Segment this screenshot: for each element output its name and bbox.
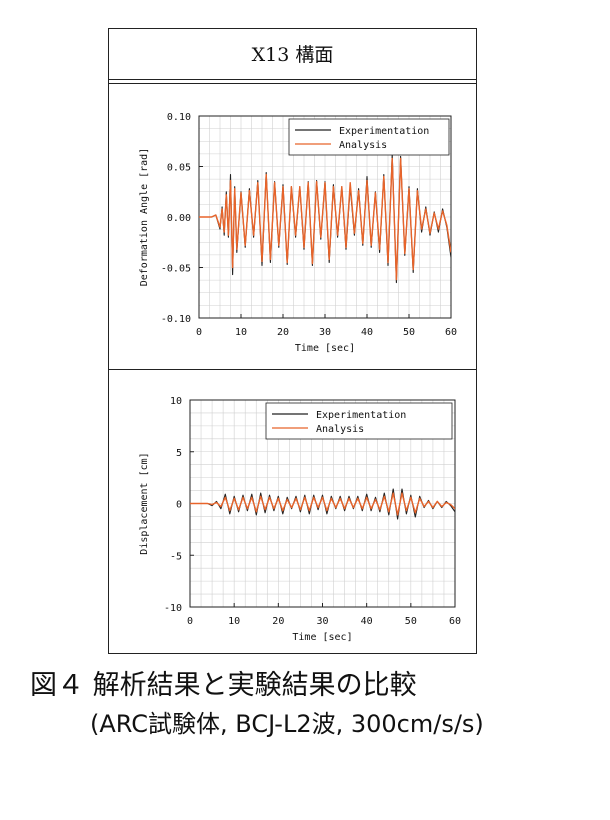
y-tick-label: 0.00 [167, 213, 191, 224]
y-tick-label: 0.05 [167, 163, 191, 174]
y-tick-label: 0 [176, 500, 182, 511]
legend: Experimentation Analysis [265, 402, 453, 440]
y-tick-label: 5 [176, 448, 182, 459]
panel-title: X13 構面 [251, 44, 334, 66]
legend: Experimentation Analysis [288, 118, 450, 156]
y-axis-label: Displacement [cm] [139, 452, 150, 554]
figure-caption: 図４ 解析結果と実験結果の比較 (ARC試験体, BCJ-L2波, 300cm/… [30, 667, 600, 743]
x-tick-label: 0 [187, 616, 193, 627]
x-tick-label: 10 [228, 616, 240, 627]
charts-canvas: 0 10 20 30 40 50 600.100.050.00-0.05-0.10Time … [139, 112, 461, 643]
x-tick-label: 60 [449, 616, 461, 627]
x-tick-label: 40 [361, 327, 373, 338]
x-tick-label: 50 [405, 616, 417, 627]
legend-label: Analysis [339, 140, 387, 151]
title-divider-bottom [109, 83, 476, 84]
caption-line-1: 図４ 解析結果と実験結果の比較 [30, 670, 417, 701]
y-axis-label: Deformation Angle [rad] [139, 148, 150, 286]
x-tick-label: 10 [235, 327, 247, 338]
figure-frame: X13 構面 [108, 28, 477, 654]
x-tick-label: 30 [319, 327, 331, 338]
x-tick-label: 40 [361, 616, 373, 627]
x-tick-label: 50 [403, 327, 415, 338]
chart-1: 0 10 20 30 40 50 60 0.10 0.05 0.00 -0.05 -0.10 Time … [139, 112, 457, 354]
y-tick-label: -0.10 [161, 314, 191, 325]
x-tick-label: 60 [445, 327, 457, 338]
legend-box [288, 118, 450, 156]
x-axis-label: Time [sec] [292, 632, 352, 643]
series-line-analysis [199, 157, 451, 281]
y-tick-label: -10 [164, 603, 182, 614]
x-tick-label: 20 [272, 616, 284, 627]
x-tick-label: 0 [196, 327, 202, 338]
chart-divider [109, 369, 476, 370]
y-tick-label: -5 [170, 551, 182, 562]
title-divider-top [109, 79, 476, 80]
series-line-analysis [190, 492, 455, 516]
y-tick-label: -0.05 [161, 264, 191, 275]
y-tick-label: 10 [170, 396, 182, 407]
y-tick-label: 0.10 [167, 112, 191, 123]
x-axis-label: Time [sec] [295, 343, 355, 354]
legend-label: Analysis [316, 424, 364, 435]
legend-box [265, 402, 453, 440]
x-tick-label: 30 [316, 616, 328, 627]
legend-label: Experimentation [316, 410, 406, 421]
x-tick-label: 20 [277, 327, 289, 338]
legend-label: Experimentation [339, 126, 429, 137]
caption-line-2: (ARC試験体, BCJ-L2波, 300cm/s/s) [90, 710, 484, 738]
